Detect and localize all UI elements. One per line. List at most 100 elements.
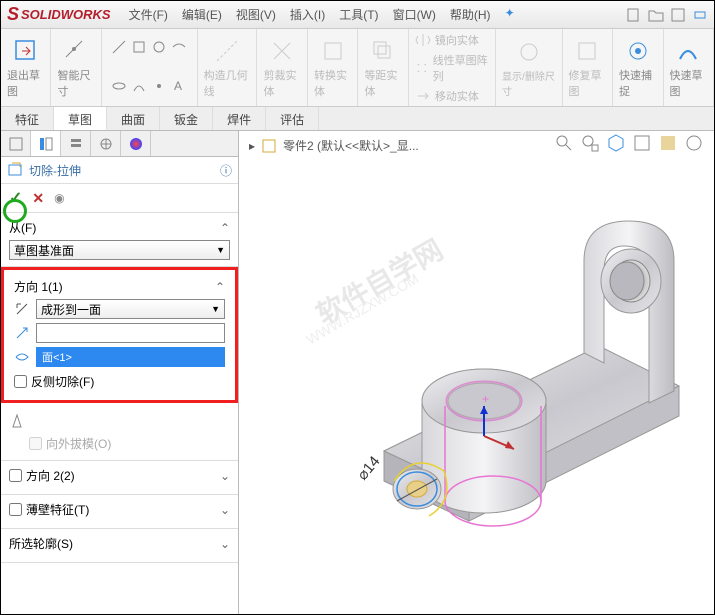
contour-label: 所选轮廓(S) — [9, 535, 73, 552]
zoom-fit-icon[interactable] — [554, 133, 574, 153]
cut-extrude-icon — [7, 161, 25, 179]
main-menu: 文件(F) 编辑(E) 视图(V) 插入(I) 工具(T) 窗口(W) 帮助(H… — [123, 4, 521, 25]
panel-tab-property-icon[interactable] — [31, 131, 61, 156]
selected-face[interactable]: 面<1> — [36, 347, 225, 367]
menu-file[interactable]: 文件(F) — [123, 4, 174, 25]
thinwall-checkbox[interactable] — [9, 503, 22, 516]
end-condition-dropdown[interactable]: 成形到一面 ▼ — [36, 299, 225, 319]
part-icon — [261, 138, 277, 154]
svg-text:+: + — [482, 392, 489, 406]
svg-text:A: A — [174, 79, 182, 93]
face-select-icon[interactable] — [14, 349, 30, 365]
contour-section: 所选轮廓(S) ⌄ — [1, 529, 238, 563]
breadcrumb-text[interactable]: 零件2 (默认<<默认>_显... — [283, 137, 419, 154]
menu-insert[interactable]: 插入(I) — [284, 4, 331, 25]
collapse-icon[interactable]: ⌃ — [215, 280, 225, 294]
draft-icon[interactable] — [9, 413, 25, 429]
from-dropdown[interactable]: 草图基准面 ▼ — [9, 240, 230, 260]
app-logo: S SOLIDWORKS — [7, 4, 111, 25]
ok-highlight-circle — [3, 199, 27, 223]
menu-window[interactable]: 窗口(W) — [387, 4, 442, 25]
menu-tools[interactable]: 工具(T) — [333, 4, 384, 25]
ribbon-construction: 构造几何线 — [198, 29, 258, 106]
preview-icon[interactable]: ◉ — [54, 191, 64, 205]
expand-tree-icon[interactable]: ▸ — [249, 139, 255, 153]
panel-tabs — [1, 131, 238, 157]
expand-icon[interactable]: ⌄ — [220, 537, 230, 551]
model-render: ⌀14 + — [269, 171, 699, 601]
menu-view[interactable]: 视图(V) — [230, 4, 282, 25]
graphics-viewport[interactable]: ▸ 零件2 (默认<<默认>_显... 软件自学网 WWW.RJZXW.COM — [239, 131, 714, 614]
section-view-icon[interactable] — [658, 133, 678, 153]
panel-tab-feature-icon[interactable] — [1, 131, 31, 156]
from-section: 从(F)⌃ 草图基准面 ▼ — [1, 213, 238, 267]
thinwall-section: 薄壁特征(T) ⌄ — [1, 495, 238, 529]
cancel-button[interactable]: ✕ — [32, 190, 44, 207]
quick-access-toolbar — [626, 7, 708, 23]
tab-feature[interactable]: 特征 — [1, 107, 54, 130]
reverse-cut-checkbox[interactable] — [14, 375, 27, 388]
ribbon-smart-dim[interactable]: 智能尺寸 — [51, 29, 101, 106]
panel-tab-appearance-icon[interactable] — [121, 131, 151, 156]
open-icon[interactable] — [648, 7, 664, 23]
ribbon-offset: 等距实体 — [358, 29, 408, 106]
tab-weldment[interactable]: 焊件 — [213, 107, 266, 130]
ribbon-convert: 转换实体 — [308, 29, 358, 106]
menu-edit[interactable]: 编辑(E) — [176, 4, 228, 25]
view-toolbar — [554, 133, 704, 153]
collapse-icon[interactable]: ⌃ — [220, 221, 230, 235]
print-icon[interactable] — [692, 7, 708, 23]
tab-sketch[interactable]: 草图 — [54, 107, 107, 130]
menu-help[interactable]: 帮助(H) — [444, 4, 497, 25]
save-icon[interactable] — [670, 7, 686, 23]
command-tabs: 特征 草图 曲面 钣金 焊件 评估 — [1, 107, 714, 131]
help-icon[interactable]: ⓘ — [220, 162, 232, 179]
ribbon-snap[interactable]: 快速捕捉 — [613, 29, 663, 106]
draft-outward-label: 向外拔模(O) — [46, 435, 111, 452]
direction1-section: 方向 1(1)⌃ 成形到一面 ▼ 面<1> — [8, 274, 231, 396]
confirm-row: ✓ ✕ ◉ — [1, 184, 238, 213]
reverse-cut-label: 反侧切除(F) — [31, 373, 94, 390]
feature-title: 切除-拉伸 — [29, 162, 81, 179]
tab-surface[interactable]: 曲面 — [107, 107, 160, 130]
ribbon-show-del: 显示/删除尺寸 — [496, 29, 562, 106]
diameter-dimension[interactable]: ⌀14 — [354, 453, 384, 484]
property-panel: 切除-拉伸 ⓘ ✓ ✕ ◉ 从(F)⌃ 草图基准面 ▼ 方向 1(1)⌃ 成形到… — [1, 131, 239, 614]
dir2-checkbox[interactable] — [9, 469, 22, 482]
ribbon-exit-sketch[interactable]: 退出草图 — [1, 29, 51, 106]
ribbon-trim: 剪裁实体 — [257, 29, 307, 106]
search-icon[interactable]: ✦ — [499, 4, 521, 25]
ribbon-sketch-tools[interactable]: A — [102, 29, 198, 106]
end-condition-value: 成形到一面 — [41, 301, 101, 318]
ribbon-mirror-group: 镜向实体 线性草图阵列 移动实体 — [409, 29, 496, 106]
new-icon[interactable] — [626, 7, 642, 23]
zoom-area-icon[interactable] — [580, 133, 600, 153]
tab-evaluate[interactable]: 评估 — [266, 107, 319, 130]
direction-ref-input[interactable] — [36, 323, 225, 343]
dir2-label: 方向 2(2) — [26, 467, 75, 484]
view-orient-icon[interactable] — [606, 133, 626, 153]
draft-section: 向外拔模(O) — [1, 403, 238, 461]
thinwall-label: 薄壁特征(T) — [26, 501, 89, 518]
logo-s-icon: S — [7, 4, 19, 25]
scene-icon[interactable] — [684, 133, 704, 153]
ribbon-rapid[interactable]: 快速草图 — [664, 29, 714, 106]
panel-tab-config-icon[interactable] — [61, 131, 91, 156]
direction2-section: 方向 2(2) ⌄ — [1, 461, 238, 495]
feature-header: 切除-拉伸 ⓘ — [1, 157, 238, 184]
chevron-down-icon: ▼ — [211, 304, 220, 314]
workspace: 切除-拉伸 ⓘ ✓ ✕ ◉ 从(F)⌃ 草图基准面 ▼ 方向 1(1)⌃ 成形到… — [1, 131, 714, 614]
display-style-icon[interactable] — [632, 133, 652, 153]
reverse-dir-icon[interactable] — [14, 301, 30, 317]
direction1-highlight: 方向 1(1)⌃ 成形到一面 ▼ 面<1> — [1, 267, 238, 403]
title-bar: S SOLIDWORKS 文件(F) 编辑(E) 视图(V) 插入(I) 工具(… — [1, 1, 714, 29]
from-value: 草图基准面 — [14, 242, 74, 259]
draft-outward-checkbox[interactable] — [29, 437, 42, 450]
expand-icon[interactable]: ⌄ — [220, 469, 230, 483]
expand-icon[interactable]: ⌄ — [220, 503, 230, 517]
tab-sheetmetal[interactable]: 钣金 — [160, 107, 213, 130]
ribbon: 退出草图 智能尺寸 A 构造几何线 剪裁实体 转换实体 等距实体 镜向实体 线性… — [1, 29, 714, 107]
panel-tab-dimxpert-icon[interactable] — [91, 131, 121, 156]
app-name: SOLIDWORKS — [21, 7, 111, 22]
direction-arrow-icon[interactable] — [14, 325, 30, 341]
